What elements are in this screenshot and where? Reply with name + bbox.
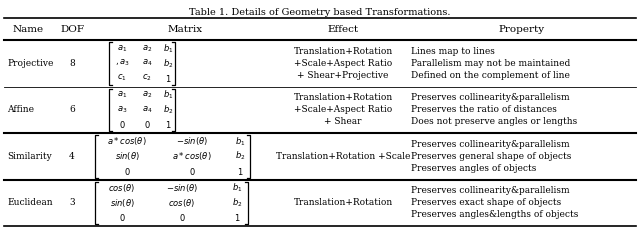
Text: DOF: DOF — [60, 25, 84, 33]
Text: Translation+Rotation: Translation+Rotation — [293, 47, 392, 56]
Text: $0$: $0$ — [124, 166, 131, 177]
Text: $1$: $1$ — [237, 166, 243, 177]
Text: $sin(\theta)$: $sin(\theta)$ — [115, 150, 140, 162]
Text: $b_2$: $b_2$ — [163, 104, 173, 116]
Text: $1$: $1$ — [234, 212, 240, 223]
Text: $b_1$: $b_1$ — [235, 135, 245, 148]
Text: Preserves collinearity&parallelism: Preserves collinearity&parallelism — [411, 140, 570, 149]
Text: Preserves the ratio of distances: Preserves the ratio of distances — [411, 105, 557, 114]
Text: $0$: $0$ — [179, 212, 186, 223]
Text: Does not preserve angles or lengths: Does not preserve angles or lengths — [411, 117, 577, 126]
Text: Property: Property — [499, 25, 545, 33]
Text: Translation+Rotation: Translation+Rotation — [293, 198, 392, 207]
Text: $cos(\theta)$: $cos(\theta)$ — [109, 182, 136, 194]
Text: $-sin(\theta)$: $-sin(\theta)$ — [166, 182, 198, 194]
Text: Euclidean: Euclidean — [7, 198, 52, 207]
Text: 6: 6 — [69, 105, 75, 114]
Text: $,a_3$: $,a_3$ — [115, 58, 129, 68]
Text: $0$: $0$ — [118, 119, 125, 130]
Text: $a*cos(\theta)$: $a*cos(\theta)$ — [107, 135, 147, 147]
Text: Matrix: Matrix — [168, 25, 203, 33]
Text: Projective: Projective — [7, 59, 53, 68]
Text: $a_1$: $a_1$ — [117, 43, 127, 54]
Text: +Scale+Aspect Ratio: +Scale+Aspect Ratio — [294, 105, 392, 114]
Text: Parallelism may not be maintained: Parallelism may not be maintained — [411, 59, 570, 68]
Text: Similarity: Similarity — [7, 152, 52, 161]
Text: $b_2$: $b_2$ — [232, 196, 242, 209]
Text: $a_1$: $a_1$ — [117, 90, 127, 100]
Text: $0$: $0$ — [118, 212, 125, 223]
Text: $b_2$: $b_2$ — [163, 57, 173, 69]
Text: $b_2$: $b_2$ — [235, 150, 245, 163]
Text: $sin(\theta)$: $sin(\theta)$ — [109, 197, 134, 209]
Text: 3: 3 — [69, 198, 75, 207]
Text: Preserves collinearity&parallelism: Preserves collinearity&parallelism — [411, 186, 570, 195]
Text: Name: Name — [12, 25, 44, 33]
Text: $b_1$: $b_1$ — [232, 182, 242, 194]
Text: Preserves general shape of objects: Preserves general shape of objects — [411, 152, 572, 161]
Text: Lines map to lines: Lines map to lines — [411, 47, 495, 56]
Text: Translation+Rotation +Scale: Translation+Rotation +Scale — [276, 152, 410, 161]
Text: $a_4$: $a_4$ — [141, 104, 152, 115]
Text: Preserves collinearity&parallelism: Preserves collinearity&parallelism — [411, 93, 570, 102]
Text: $a_3$: $a_3$ — [116, 104, 127, 115]
Text: + Shear+Projective: + Shear+Projective — [298, 71, 388, 80]
Text: $a*cos(\theta)$: $a*cos(\theta)$ — [172, 150, 212, 162]
Text: $a_2$: $a_2$ — [142, 90, 152, 100]
Text: 4: 4 — [69, 152, 75, 161]
Text: 8: 8 — [69, 59, 75, 68]
Text: $0$: $0$ — [189, 166, 195, 177]
Text: Preserves angles of objects: Preserves angles of objects — [411, 164, 536, 173]
Text: +Scale+Aspect Ratio: +Scale+Aspect Ratio — [294, 59, 392, 68]
Text: $b_1$: $b_1$ — [163, 42, 173, 55]
Text: $1$: $1$ — [164, 73, 172, 84]
Text: $0$: $0$ — [143, 119, 150, 130]
Text: Table 1. Details of Geometry based Transformations.: Table 1. Details of Geometry based Trans… — [189, 8, 451, 17]
Text: Preserves angles&lengths of objects: Preserves angles&lengths of objects — [411, 210, 579, 219]
Text: $c_2$: $c_2$ — [142, 73, 152, 83]
Text: $c_1$: $c_1$ — [117, 73, 127, 83]
Text: $cos(\theta)$: $cos(\theta)$ — [168, 197, 195, 209]
Text: Translation+Rotation: Translation+Rotation — [293, 93, 392, 102]
Text: $a_4$: $a_4$ — [141, 58, 152, 68]
Text: Defined on the complement of line: Defined on the complement of line — [411, 71, 570, 80]
Text: $a_2$: $a_2$ — [142, 43, 152, 54]
Text: + Shear: + Shear — [324, 117, 362, 126]
Text: $b_1$: $b_1$ — [163, 89, 173, 101]
Text: Effect: Effect — [328, 25, 358, 33]
Text: $-sin(\theta)$: $-sin(\theta)$ — [176, 135, 208, 147]
Text: $1$: $1$ — [164, 119, 172, 130]
Text: Preserves exact shape of objects: Preserves exact shape of objects — [411, 198, 561, 207]
Text: Affine: Affine — [7, 105, 34, 114]
